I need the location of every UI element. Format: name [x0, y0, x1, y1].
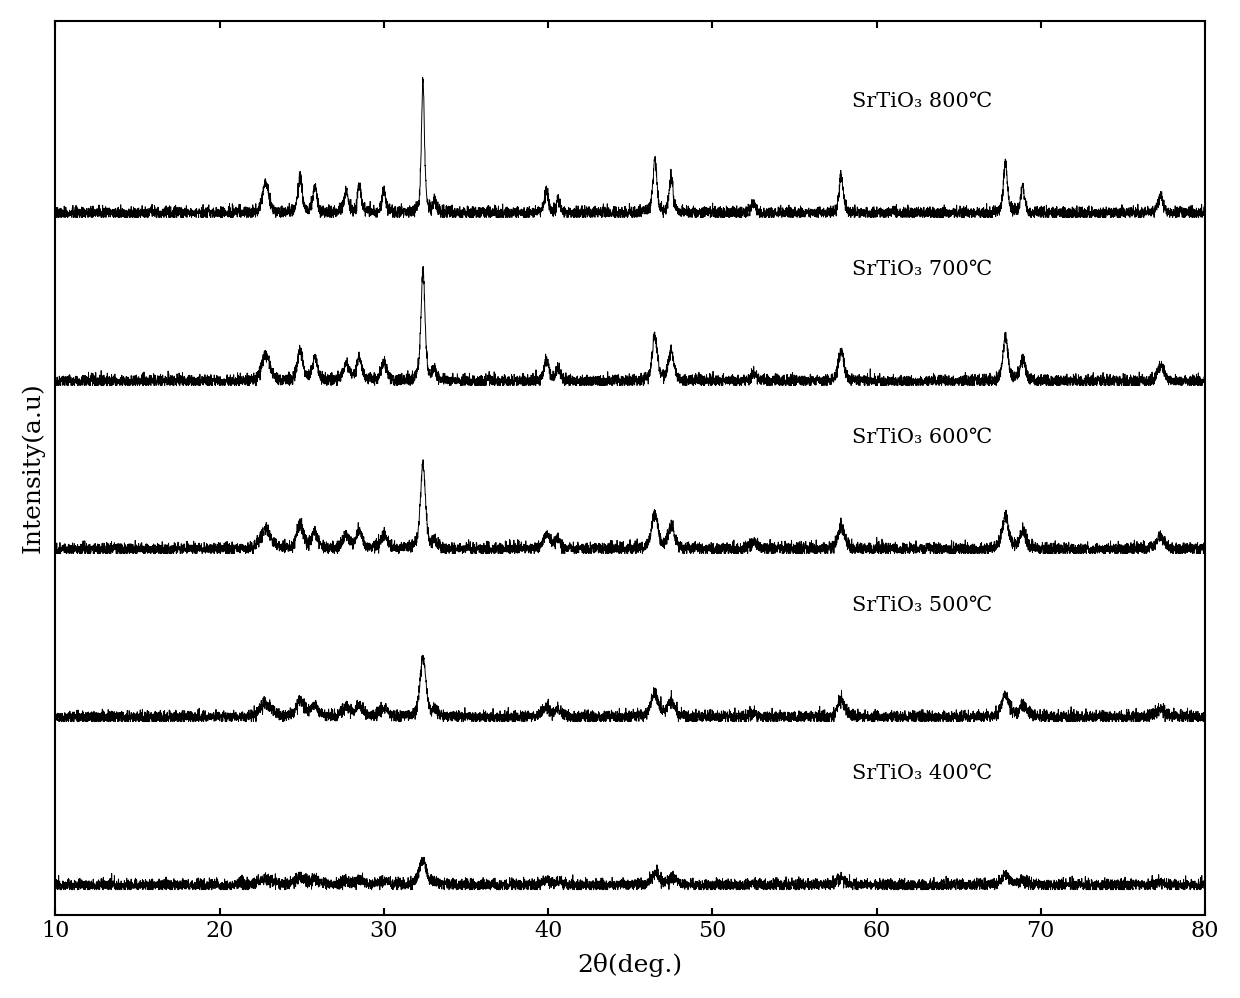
Text: SrTiO₃ 700℃: SrTiO₃ 700℃	[852, 259, 992, 278]
Text: SrTiO₃ 800℃: SrTiO₃ 800℃	[852, 92, 992, 111]
Text: SrTiO₃ 400℃: SrTiO₃ 400℃	[852, 764, 992, 783]
X-axis label: 2θ(deg.): 2θ(deg.)	[578, 953, 683, 977]
Y-axis label: Intensity(a.u): Intensity(a.u)	[21, 382, 45, 553]
Text: SrTiO₃ 600℃: SrTiO₃ 600℃	[852, 428, 992, 447]
Text: SrTiO₃ 500℃: SrTiO₃ 500℃	[852, 596, 992, 615]
